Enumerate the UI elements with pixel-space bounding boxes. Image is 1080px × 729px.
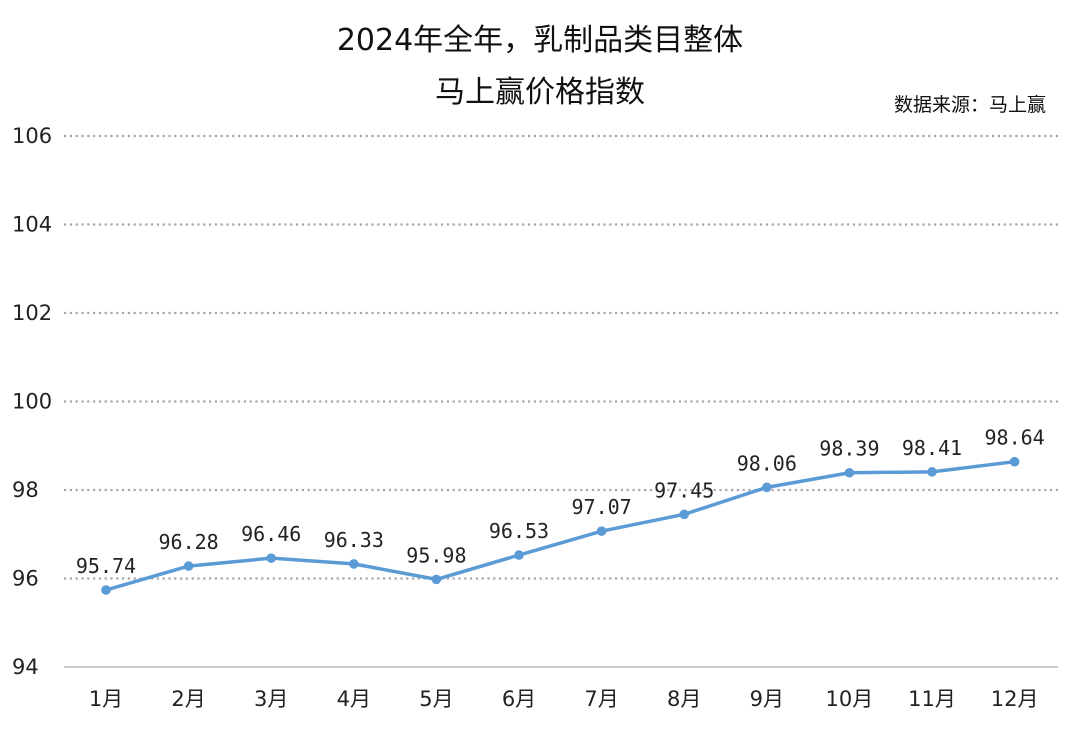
- data-label: 98.64: [984, 426, 1044, 450]
- data-point: [1009, 456, 1020, 467]
- data-point: [431, 574, 442, 585]
- x-tick-label: 5月: [419, 687, 453, 711]
- data-label: 98.39: [819, 437, 879, 461]
- data-label: 98.41: [902, 436, 962, 460]
- data-label: 95.74: [76, 554, 136, 578]
- data-labels: 95.74 96.28 96.46 96.33 95.98 96.53 97.07 97.45…: [76, 426, 1045, 578]
- x-tick-label: 7月: [584, 687, 618, 711]
- data-point: [266, 553, 277, 563]
- data-label: 96.33: [324, 528, 384, 552]
- data-label: 98.06: [737, 451, 797, 475]
- chart-text: 2024年全年，乳制品类目整体 马上赢价格指数 数据来源：马上赢: [337, 23, 1046, 116]
- series-line: [101, 456, 1020, 595]
- data-label: 97.07: [571, 495, 631, 519]
- x-tick-label: 12月: [991, 687, 1039, 711]
- y-tick-label: 94: [12, 655, 39, 679]
- x-tick-label: 10月: [826, 687, 874, 711]
- data-point: [101, 585, 111, 595]
- data-point: [927, 467, 937, 477]
- data-label: 96.53: [489, 519, 549, 543]
- x-tick-label: 4月: [337, 687, 371, 711]
- data-point: [183, 561, 194, 571]
- y-tick-label: 106: [12, 124, 52, 148]
- series-polyline: [104, 459, 1017, 592]
- data-source-note: 数据来源：马上赢: [894, 94, 1046, 116]
- data-point: [514, 550, 524, 560]
- data-point: [679, 509, 689, 520]
- y-tick-label: 98: [12, 478, 39, 502]
- chart-title-line-2: 马上赢价格指数: [435, 75, 645, 110]
- y-tick-label: 96: [12, 567, 39, 591]
- data-point: [349, 559, 359, 569]
- axes: 94 96 98 100 102 104 106 1月 2月 3月 4月 5月 6月 7月 8月 9月 10月 1…: [12, 124, 1058, 711]
- data-label: 95.98: [406, 543, 466, 567]
- data-label: 96.46: [241, 522, 301, 546]
- chart-title-line-1: 2024年全年，乳制品类目整体: [337, 23, 743, 58]
- data-point: [596, 526, 607, 536]
- x-tick-label: 9月: [750, 687, 784, 711]
- data-point: [762, 482, 772, 493]
- x-tick-label: 11月: [908, 687, 956, 711]
- x-tick-label: 3月: [254, 687, 288, 711]
- x-tick-label: 6月: [502, 687, 536, 711]
- x-tick-label: 8月: [667, 687, 701, 711]
- data-point: [844, 467, 855, 478]
- y-tick-label: 100: [12, 390, 52, 414]
- y-tick-label: 102: [12, 301, 52, 325]
- y-tick-label: 104: [12, 213, 52, 237]
- data-label: 96.28: [158, 530, 218, 554]
- x-tick-label: 1月: [89, 687, 123, 711]
- x-tick-label: 2月: [171, 687, 205, 711]
- data-label: 97.45: [654, 478, 714, 502]
